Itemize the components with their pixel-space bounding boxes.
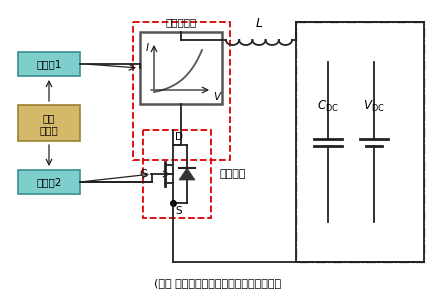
Text: $C_{\mathrm{DC}}$: $C_{\mathrm{DC}}$ [317,99,339,114]
Text: 脉冲: 脉冲 [43,113,55,123]
Text: G: G [140,169,148,179]
Text: L: L [256,17,263,30]
Text: I: I [146,43,149,53]
Bar [140,32,222,104]
Text: 驱动器2: 驱动器2 [36,177,62,187]
Text: $V_{\mathrm{DC}}$: $V_{\mathrm{DC}}$ [363,99,385,114]
Bar [18,170,80,194]
Bar [143,130,211,218]
Polygon shape [179,168,195,180]
Bar [18,52,80,76]
Text: 非线性元件: 非线性元件 [165,17,197,27]
Bar [133,22,230,160]
Text: 待测对象: 待测对象 [219,169,246,179]
Text: S: S [175,206,182,216]
Bar [296,22,424,262]
Bar [18,105,80,141]
Text: V: V [213,92,220,102]
Text: D: D [175,132,183,142]
Text: (ｂ） 基于非线性元件的无损短路测试方法: (ｂ） 基于非线性元件的无损短路测试方法 [154,278,281,288]
Text: 发生器: 发生器 [40,125,59,135]
Text: 驱动器1: 驱动器1 [36,59,62,69]
